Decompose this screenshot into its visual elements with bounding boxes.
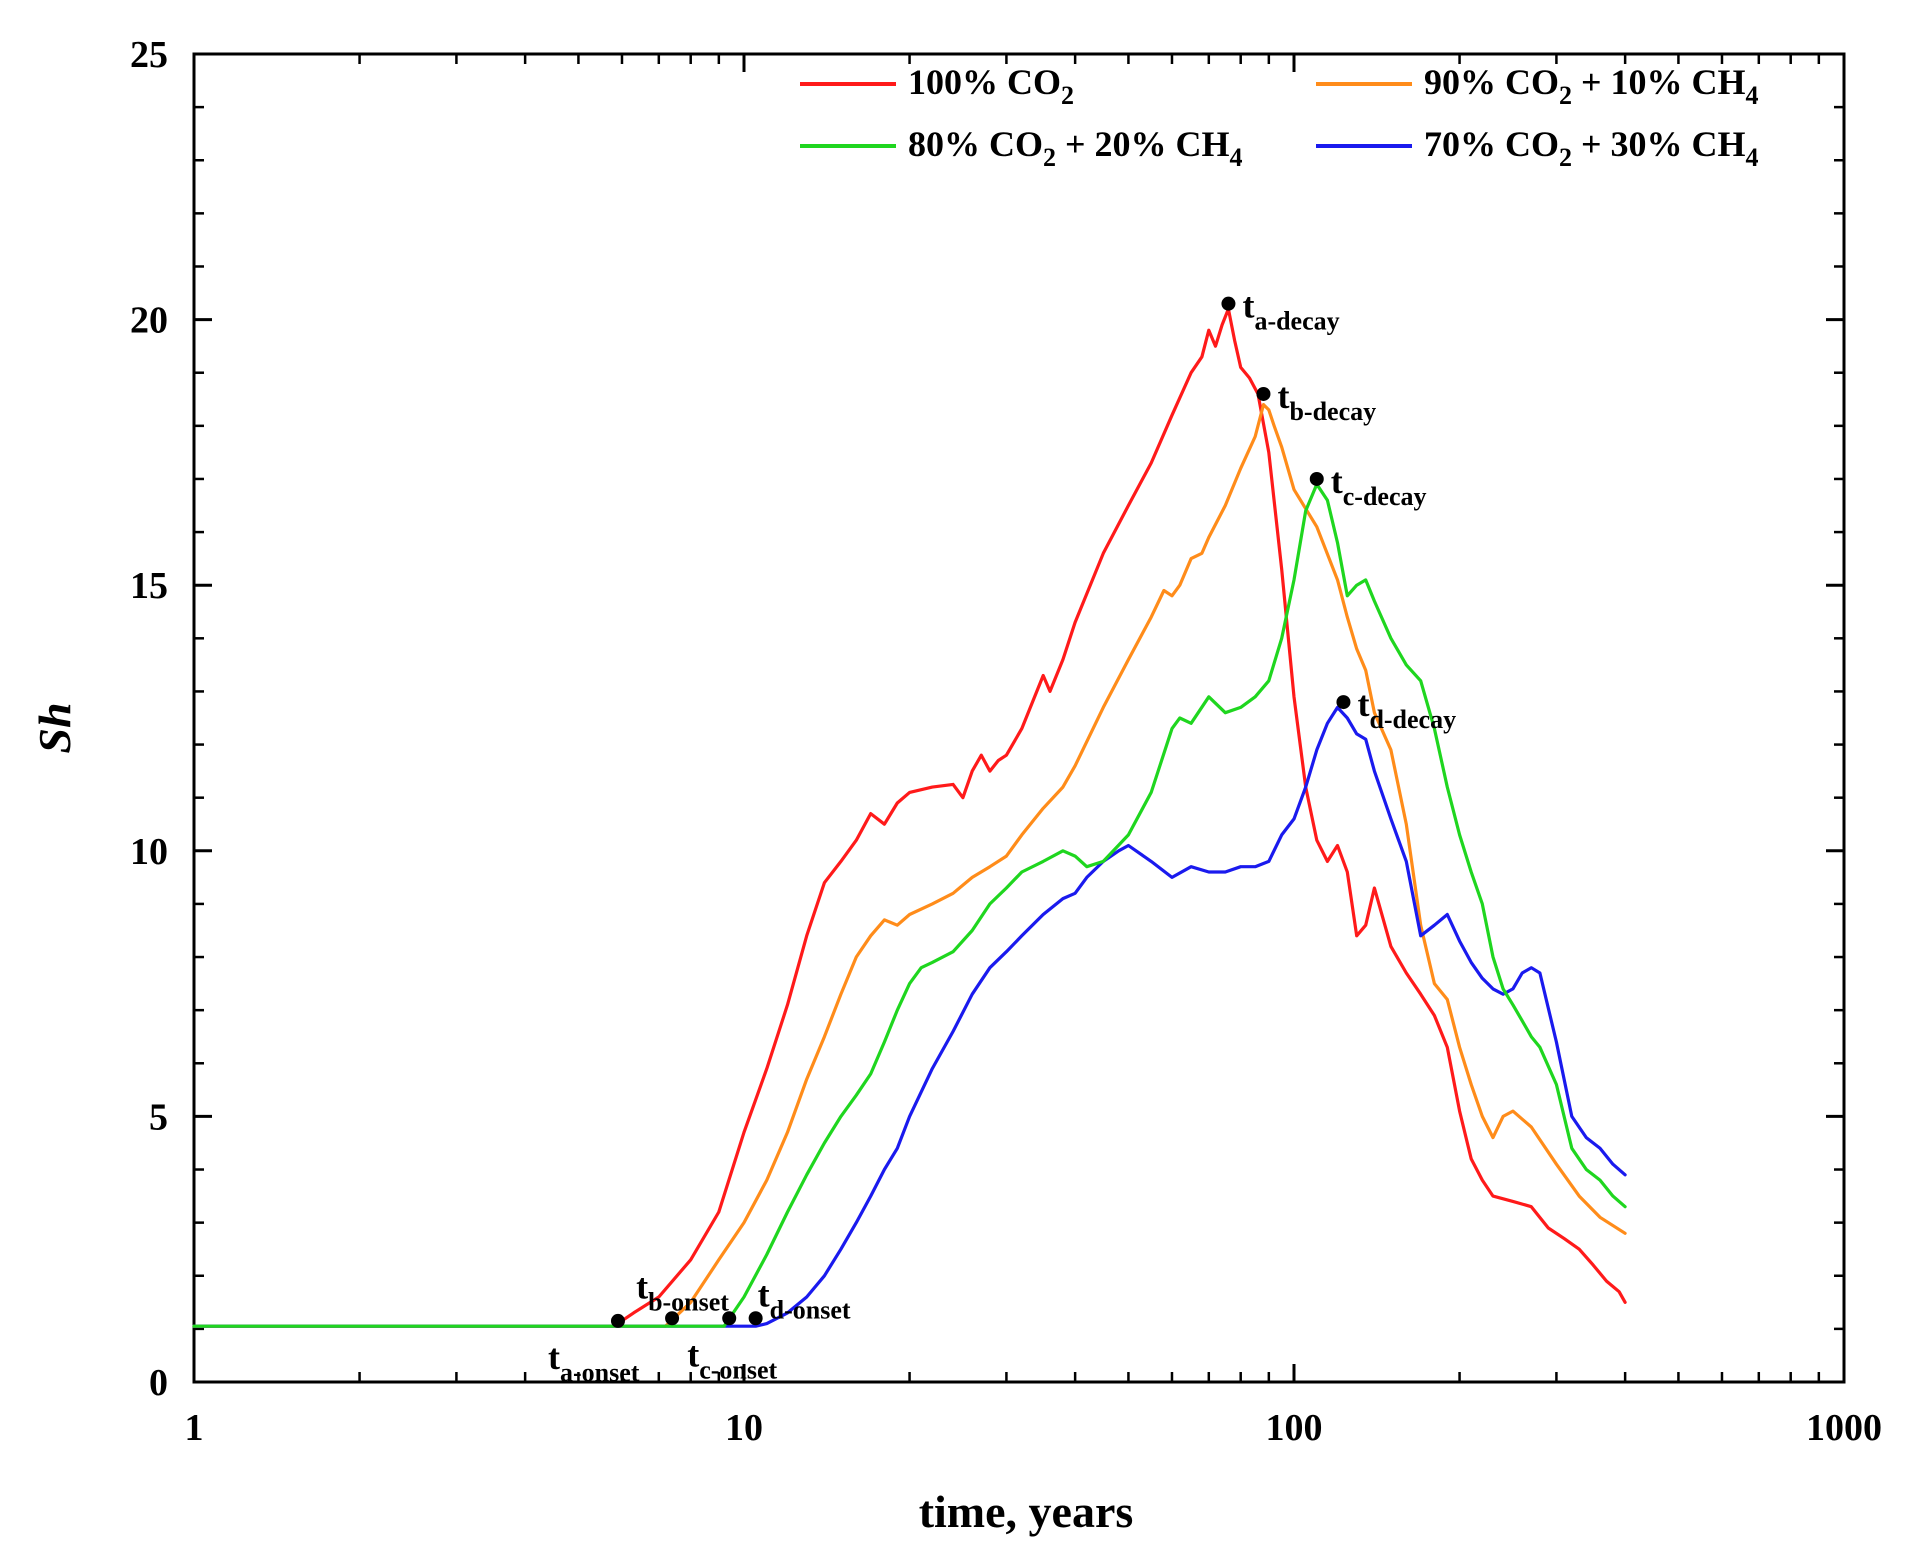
marker-point [1221, 296, 1236, 311]
y-tick-label: 15 [130, 565, 168, 607]
marker-label-main: t [1357, 684, 1369, 724]
marker-label: tc-onset [687, 1334, 777, 1384]
legend-label-2: 80% CO2 + 20% CH4 [908, 124, 1243, 172]
legend-label-3: 70% CO2 + 30% CH4 [1424, 124, 1759, 172]
marker-point [722, 1311, 737, 1326]
marker-label: ta-onset [548, 1337, 640, 1387]
legend-label-rest: + 20% CH [1056, 124, 1230, 164]
series-line-0 [192, 307, 1627, 1328]
legend-label-sub2: 4 [1746, 81, 1759, 110]
legend-label-sub: 2 [1043, 143, 1056, 172]
series-line-2 [192, 482, 1627, 1328]
legend-label-main: 90% CO [1424, 62, 1559, 102]
y-tick-label: 5 [149, 1096, 168, 1138]
legend-label-0: 100% CO2 [908, 62, 1074, 110]
series-line-1 [192, 403, 1627, 1328]
legend-label-main: 100% CO [908, 62, 1061, 102]
legend-label-sub: 2 [1559, 81, 1572, 110]
marker-label: tc-decay [1331, 461, 1427, 511]
marker-label-main: t [636, 1266, 648, 1306]
axis-ticks: 1 10 100 1000 0 5 10 15 20 25 [130, 34, 1882, 1449]
marker-label-sub: c-onset [699, 1355, 777, 1384]
x-axis-title: time, years [919, 1486, 1134, 1537]
marker-point [1256, 386, 1271, 401]
y-tick-label: 25 [130, 34, 168, 76]
marker-label: tb-decay [1277, 376, 1376, 426]
marker-label: td-onset [758, 1274, 851, 1324]
legend-label-rest: + 10% CH [1572, 62, 1746, 102]
marker-label: tb-onset [636, 1266, 729, 1316]
legend-label-main: 70% CO [1424, 124, 1559, 164]
plot-border [192, 52, 1846, 1384]
marker-point [748, 1311, 763, 1326]
marker-point [665, 1311, 680, 1326]
marker-point [610, 1313, 625, 1328]
y-tick-label: 0 [149, 1362, 168, 1404]
legend-label-sub: 2 [1559, 143, 1572, 172]
marker-label-sub: c-decay [1343, 482, 1427, 511]
x-tick-label: 100 [1266, 1407, 1323, 1449]
marker-label-sub: b-decay [1289, 397, 1376, 426]
marker-point [1336, 695, 1351, 710]
markers-group: ta-onsettb-onsettc-onsettd-onsetta-decay… [548, 286, 1456, 1387]
marker-label-main: t [758, 1274, 770, 1314]
legend-label-main: 80% CO [908, 124, 1043, 164]
y-tick-label: 20 [130, 300, 168, 342]
marker-label-sub: d-onset [770, 1295, 851, 1324]
marker-label-main: t [1331, 461, 1343, 501]
marker-label: td-decay [1357, 684, 1456, 734]
series-line-3 [192, 705, 1627, 1328]
marker-label-sub: a-onset [560, 1358, 640, 1387]
plot-frame [192, 52, 1846, 1384]
marker-label-sub: a-decay [1254, 307, 1339, 336]
marker-point [1309, 471, 1324, 486]
marker-label-main: t [548, 1337, 560, 1377]
y-tick-label: 10 [130, 831, 168, 873]
legend-label-sub: 2 [1061, 81, 1074, 110]
marker-label: ta-decay [1242, 286, 1339, 336]
marker-label-sub: d-decay [1369, 705, 1456, 734]
legend-label-sub2: 4 [1230, 143, 1243, 172]
marker-label-main: t [687, 1334, 699, 1374]
marker-label-sub: b-onset [648, 1287, 729, 1316]
marker-label-main: t [1277, 376, 1289, 416]
y-axis-title: Sh [29, 702, 80, 753]
series-group [192, 307, 1627, 1328]
legend-label-rest: + 30% CH [1572, 124, 1746, 164]
legend-label-sub2: 4 [1746, 143, 1759, 172]
x-tick-label: 10 [725, 1407, 763, 1449]
x-tick-label: 1 [185, 1407, 204, 1449]
marker-label-main: t [1242, 286, 1254, 326]
legend-label-1: 90% CO2 + 10% CH4 [1424, 62, 1759, 110]
x-tick-label: 1000 [1806, 1407, 1882, 1449]
